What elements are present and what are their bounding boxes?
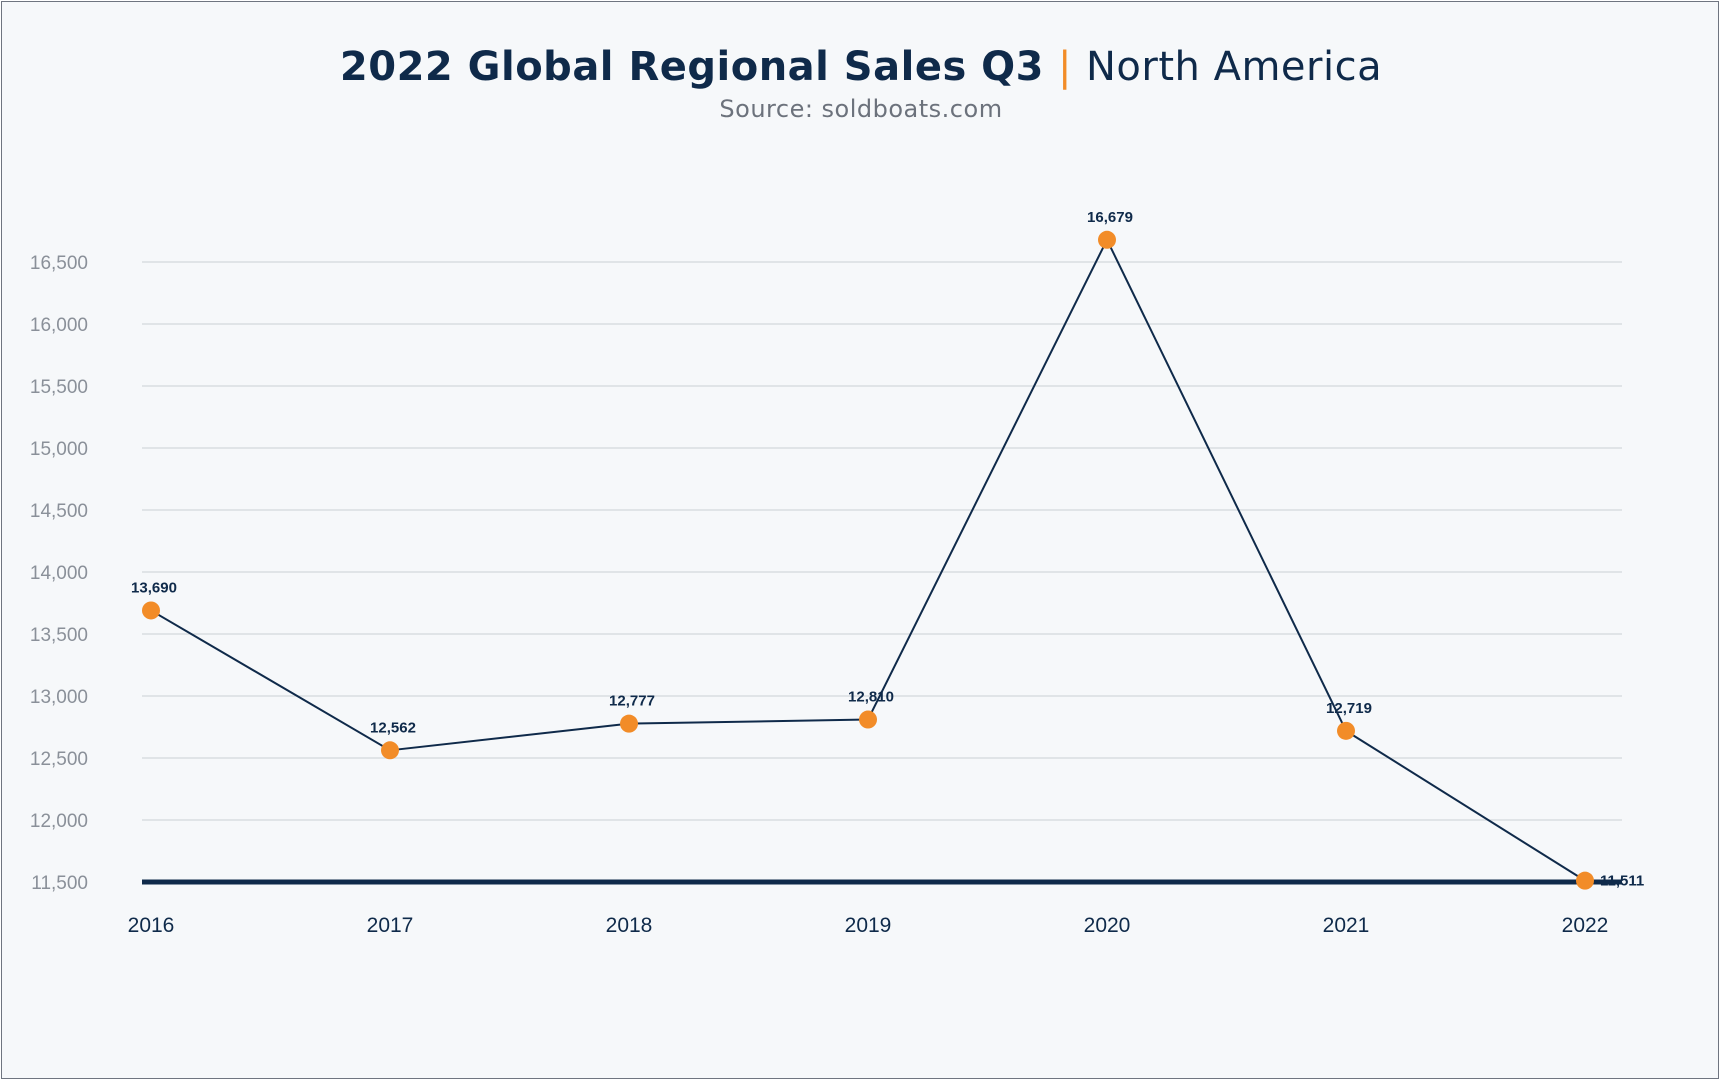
series-line <box>150 238 1586 882</box>
y-tick-label: 13,000 <box>30 687 88 708</box>
y-tick-label: 11,500 <box>31 873 88 894</box>
data-point-marker <box>381 741 399 760</box>
y-tick-label: 15,000 <box>30 439 88 460</box>
data-label: 16,679 <box>1087 209 1133 226</box>
y-tick-label: 14,500 <box>30 501 88 522</box>
data-point-marker <box>142 601 160 620</box>
title-separator: | <box>1058 44 1072 90</box>
y-tick-label: 14,000 <box>30 563 88 584</box>
data-point-marker <box>620 714 638 733</box>
data-label: 11,511 <box>1600 873 1644 890</box>
data-label: 12,719 <box>1326 700 1372 717</box>
y-tick-label: 12,000 <box>30 811 88 832</box>
chart-subtitle: Source: soldboats.com <box>719 95 1003 123</box>
data-point-marker <box>1098 230 1116 249</box>
data-label: 12,562 <box>370 719 416 736</box>
data-label: 13,690 <box>131 579 177 596</box>
x-tick-label: 2016 <box>128 914 175 937</box>
x-tick-label: 2020 <box>1084 914 1131 937</box>
chart-title-main: 2022 Global Regional Sales Q3 <box>339 44 1045 90</box>
chart-title: 2022 Global Regional Sales Q3 | North Amer… <box>2 44 1720 90</box>
chart-title-region: North America <box>1086 44 1383 90</box>
x-tick-label: 2019 <box>845 914 892 937</box>
y-tick-label: 16,500 <box>30 253 88 274</box>
y-tick-label: 16,000 <box>30 315 88 336</box>
y-tick-label: 12,500 <box>30 749 88 770</box>
data-point-marker <box>1337 721 1355 740</box>
data-label: 12,810 <box>848 689 894 706</box>
y-tick-label: 13,500 <box>30 625 88 646</box>
y-tick-label: 15,500 <box>30 377 88 398</box>
data-label: 12,777 <box>609 693 655 710</box>
data-point-marker <box>859 710 877 729</box>
data-point-marker <box>1576 871 1594 890</box>
x-tick-label: 2018 <box>606 914 653 937</box>
x-tick-label: 2021 <box>1323 914 1370 937</box>
x-tick-label: 2022 <box>1562 914 1609 937</box>
x-tick-label: 2017 <box>367 914 414 937</box>
